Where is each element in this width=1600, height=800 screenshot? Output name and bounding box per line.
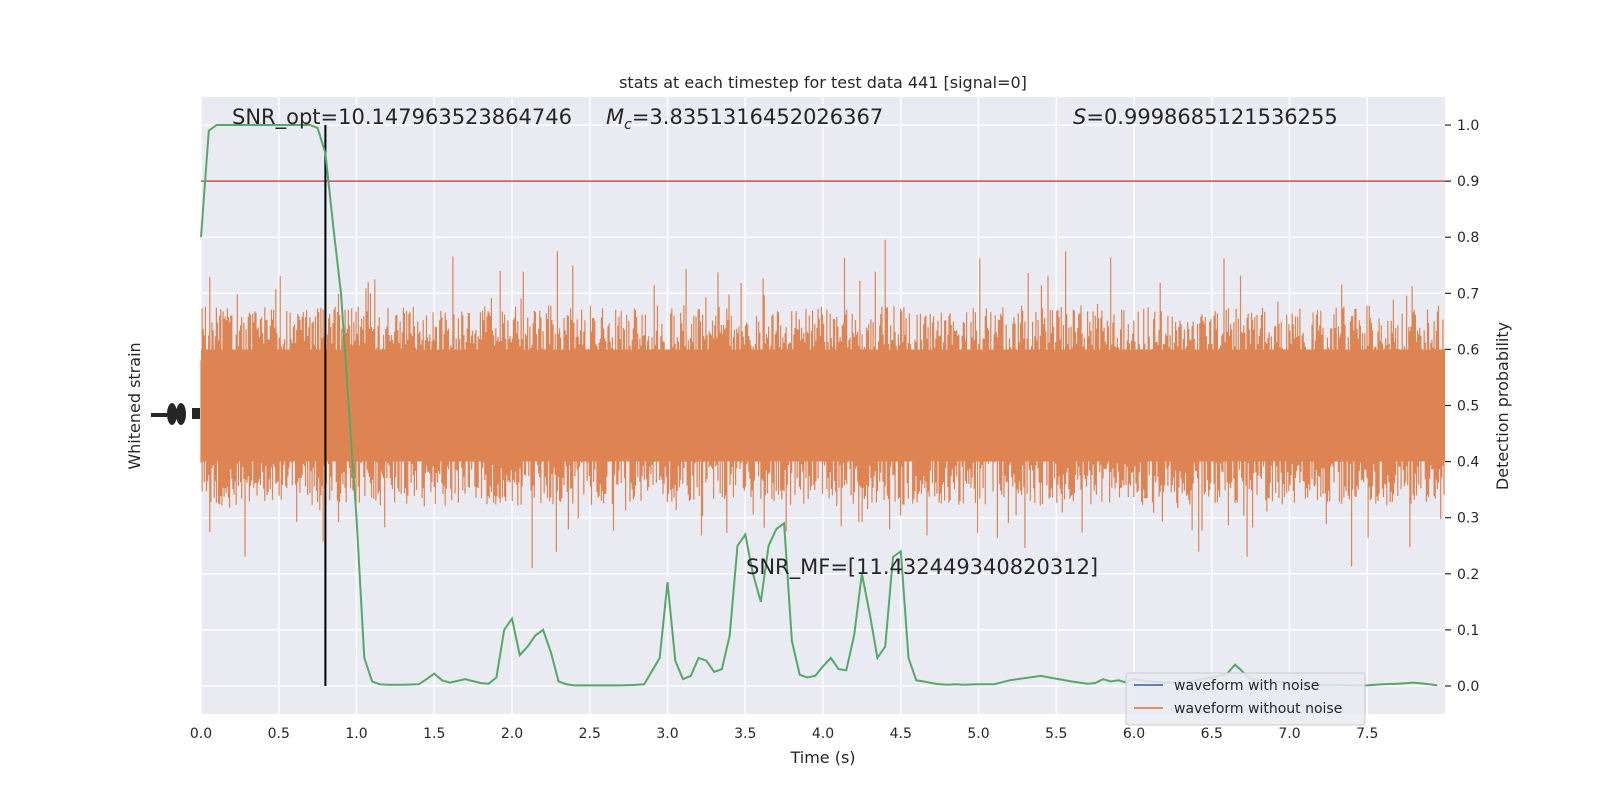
y-right-tick-label: 0.8: [1457, 230, 1479, 246]
annotation-chirp-mass: Mc=3.8351316452026367: [606, 105, 883, 133]
x-tick-label: 0.0: [190, 726, 212, 742]
y-axis-right-label: Detection probability: [1493, 322, 1512, 490]
x-tick-label: 7.5: [1356, 726, 1378, 742]
annotation-snr-opt: SNR_opt=10.147963523864746: [232, 105, 572, 130]
x-tick-label: 6.5: [1201, 726, 1223, 742]
y-right-tick-label: 0.0: [1457, 679, 1479, 695]
noise-band: [200, 239, 1445, 569]
noise-spikes: [200, 239, 1445, 569]
annotation-score: S=0.9998685121536255: [1073, 105, 1338, 129]
x-tick-label: 1.0: [345, 726, 367, 742]
y-right-tick-label: 0.5: [1457, 399, 1479, 415]
x-tick-label: 4.0: [812, 726, 834, 742]
legend: waveform with noise waveform without noi…: [1125, 672, 1366, 726]
x-axis-label: Time (s): [789, 748, 855, 767]
y-right-tick-label: 1.0: [1457, 118, 1479, 134]
x-tick-label: 2.0: [501, 726, 523, 742]
y-right-tick-label: 0.1: [1457, 623, 1479, 639]
x-tick-label: 4.5: [890, 726, 912, 742]
x-tick-label: 1.5: [423, 726, 445, 742]
x-tick-label: 2.5: [579, 726, 601, 742]
x-tick-label: 7.0: [1278, 726, 1300, 742]
left-axis-clutter: [151, 403, 200, 425]
y-right-tick-label: 0.4: [1457, 455, 1479, 471]
y-right-tick-label: 0.7: [1457, 286, 1479, 302]
y-right-tick-label: 0.2: [1457, 567, 1479, 583]
x-tick-label: 0.5: [268, 726, 290, 742]
y-axis-left-label: Whitened strain: [125, 342, 144, 469]
legend-frame: [1125, 672, 1366, 726]
annotation-snr-mf: SNR_MF=[11.432449340820312]: [746, 555, 1098, 580]
x-tick-label: 3.0: [656, 726, 678, 742]
x-tick-label: 5.0: [967, 726, 989, 742]
y-right-tick-label: 0.9: [1457, 174, 1479, 190]
legend-label-without-noise: waveform without noise: [1174, 701, 1342, 717]
y-right-tick-label: 0.3: [1457, 511, 1479, 527]
x-tick-label: 5.5: [1045, 726, 1067, 742]
chart-title: stats at each timestep for test data 441…: [619, 73, 1027, 92]
ticks: 0.0 0.5 1.0 1.5 2.0 2.5 3.0 3.5 4.0 4.5 5.0 5.5 6.0 6…: [190, 118, 1479, 742]
x-tick-label: 3.5: [734, 726, 756, 742]
y-right-tick-label: 0.6: [1457, 342, 1479, 358]
legend-label-with-noise: waveform with noise: [1174, 678, 1319, 694]
x-tick-label: 6.0: [1123, 726, 1145, 742]
